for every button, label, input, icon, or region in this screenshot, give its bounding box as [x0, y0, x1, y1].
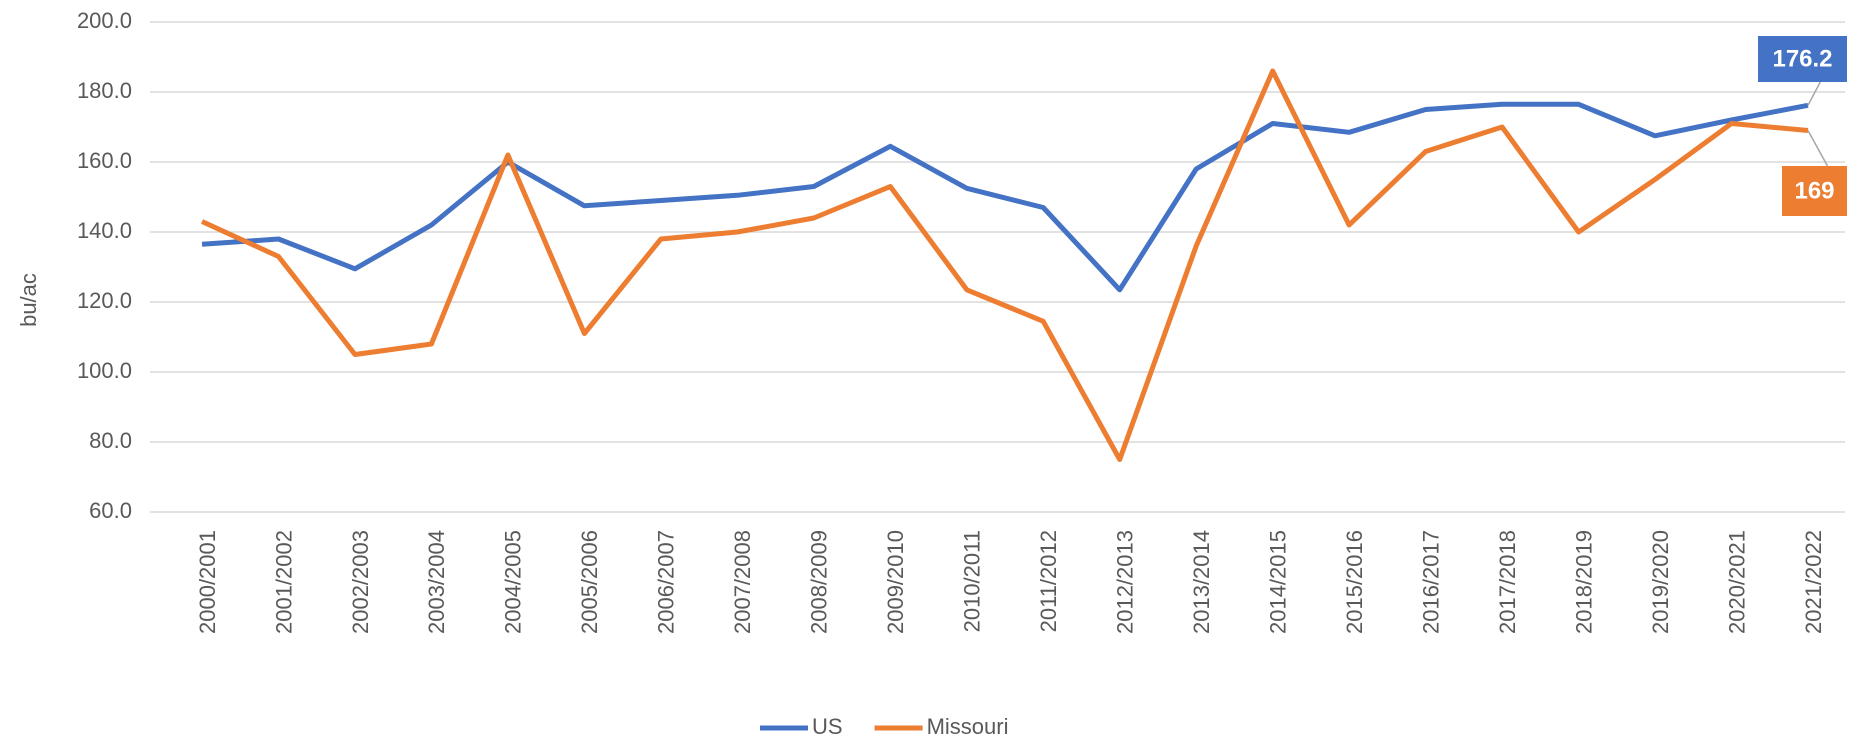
series-line	[200, 68, 1809, 462]
x-tick-label: 2017/2018	[1495, 530, 1520, 634]
x-tick-label: 2015/2016	[1342, 530, 1367, 634]
data-label: 176.2	[1772, 45, 1832, 72]
x-tick-label: 2003/2004	[424, 530, 449, 634]
y-tick-label: 200.0	[77, 8, 132, 33]
x-tick-label: 2014/2015	[1265, 530, 1290, 634]
x-tick-label: 2013/2014	[1189, 530, 1214, 634]
x-tick-label: 2000/2001	[195, 530, 220, 634]
series-line	[201, 101, 1809, 293]
x-tick-label: 2008/2009	[807, 530, 832, 634]
x-tick-label: 2012/2013	[1113, 530, 1138, 634]
y-axis-label: bu/ac	[16, 273, 41, 327]
x-tick-label: 2005/2006	[577, 530, 602, 634]
x-tick-label: 2007/2008	[730, 530, 755, 634]
x-tick-label: 2006/2007	[654, 530, 679, 634]
data-label: 169	[1794, 177, 1834, 204]
x-tick-label: 2002/2003	[348, 530, 373, 634]
leader-line	[1807, 130, 1829, 167]
x-tick-label: 2019/2020	[1648, 530, 1673, 634]
x-tick-label: 2009/2010	[883, 530, 908, 634]
x-tick-label: 2011/2012	[1036, 530, 1061, 632]
x-tick-label: 2016/2017	[1418, 530, 1443, 634]
data-label-box	[1782, 166, 1847, 216]
y-tick-label: 80.0	[89, 428, 132, 453]
x-tick-label: 2018/2019	[1571, 530, 1596, 634]
y-tick-label: 160.0	[77, 148, 132, 173]
y-tick-label: 120.0	[77, 288, 132, 313]
x-tick-label: 2004/2005	[501, 530, 526, 634]
leader-line	[1807, 81, 1821, 106]
y-tick-label: 60.0	[89, 498, 132, 523]
y-tick-label: 100.0	[77, 358, 132, 383]
legend-label: Missouri	[927, 714, 1009, 739]
x-tick-label: 2021/2022	[1801, 530, 1826, 634]
x-tick-label: 2010/2011	[960, 530, 985, 632]
x-tick-label: 2020/2021	[1724, 530, 1749, 634]
data-label-box	[1758, 36, 1847, 82]
legend-label: US	[812, 714, 843, 739]
y-tick-label: 180.0	[77, 78, 132, 103]
y-tick-label: 140.0	[77, 218, 132, 243]
x-tick-label: 2001/2002	[271, 530, 296, 634]
